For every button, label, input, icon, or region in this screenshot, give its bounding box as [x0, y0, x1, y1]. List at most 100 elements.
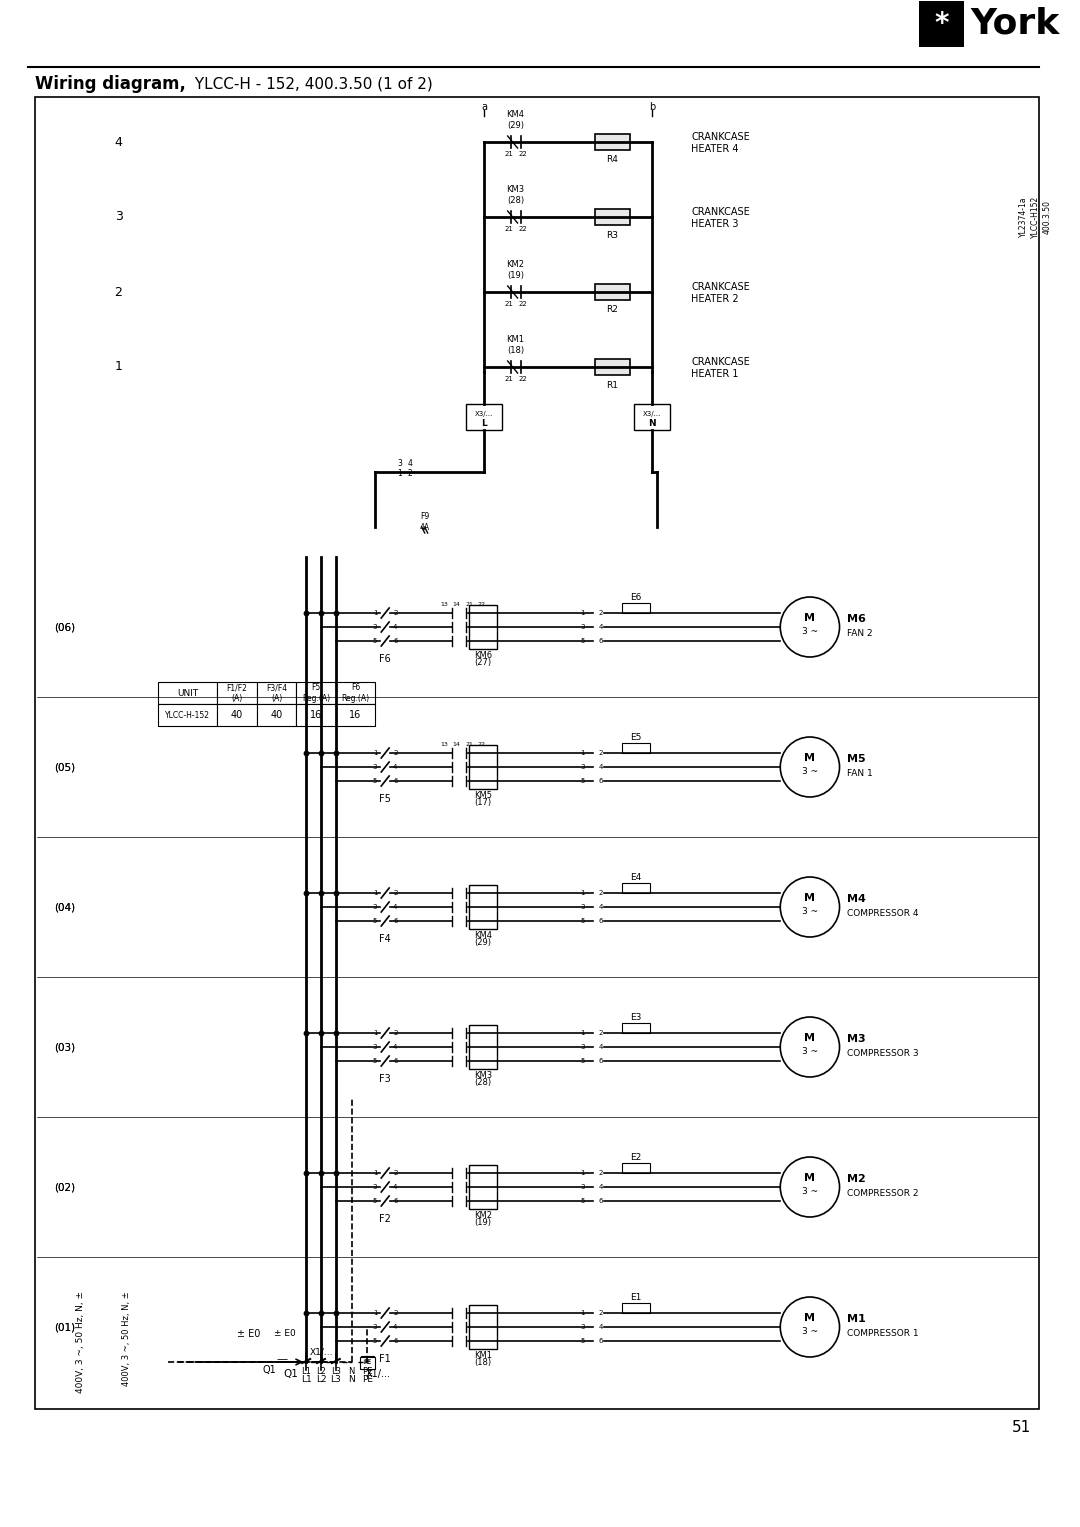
- Bar: [595, 134, 630, 150]
- Bar: [622, 883, 650, 893]
- Text: 4: 4: [393, 625, 397, 631]
- Text: F5: F5: [379, 794, 391, 805]
- Text: 2: 2: [598, 1031, 603, 1035]
- Text: M: M: [805, 893, 815, 902]
- Text: 4: 4: [393, 1044, 397, 1051]
- Text: 22: 22: [518, 151, 527, 157]
- Text: 6: 6: [393, 777, 397, 783]
- Bar: [257, 683, 296, 704]
- Text: 21: 21: [465, 742, 473, 748]
- Text: (05): (05): [54, 762, 75, 773]
- Text: 2: 2: [598, 1310, 603, 1316]
- Text: F2: F2: [379, 1214, 391, 1225]
- Text: 6: 6: [598, 1338, 603, 1344]
- Text: HEATER 3: HEATER 3: [691, 218, 739, 229]
- Text: 2: 2: [393, 750, 397, 756]
- Text: 5: 5: [373, 1199, 377, 1203]
- Text: 3: 3: [397, 460, 403, 469]
- Bar: [361, 1356, 375, 1368]
- Text: R2: R2: [607, 305, 619, 315]
- Text: L3: L3: [330, 1374, 341, 1383]
- Bar: [919, 2, 964, 47]
- Text: 6: 6: [598, 918, 603, 924]
- Text: 40: 40: [231, 710, 243, 721]
- Bar: [595, 359, 630, 376]
- Text: 2: 2: [407, 469, 413, 478]
- Text: 1: 1: [114, 360, 122, 374]
- Text: M: M: [805, 1313, 815, 1322]
- Text: M5: M5: [848, 754, 866, 764]
- Text: 4: 4: [598, 904, 603, 910]
- Text: R3: R3: [606, 231, 619, 240]
- Text: 1: 1: [580, 609, 584, 615]
- Text: 13: 13: [441, 742, 448, 748]
- Text: (19): (19): [474, 1219, 491, 1228]
- Bar: [622, 1303, 650, 1313]
- Text: 2: 2: [393, 1170, 397, 1176]
- Text: 6: 6: [393, 638, 397, 644]
- Text: 1: 1: [373, 1031, 377, 1035]
- Text: (27): (27): [474, 658, 491, 667]
- Text: 3: 3: [580, 1044, 584, 1051]
- Text: 1: 1: [373, 890, 377, 896]
- Text: CRANKCASE: CRANKCASE: [691, 357, 751, 366]
- Text: 5: 5: [373, 638, 377, 644]
- Text: 1: 1: [580, 1310, 584, 1316]
- Text: 22: 22: [518, 226, 527, 232]
- Text: 4: 4: [598, 1183, 603, 1190]
- Text: 4: 4: [407, 460, 413, 469]
- Text: 1: 1: [580, 750, 584, 756]
- Text: 1: 1: [373, 1310, 377, 1316]
- Circle shape: [780, 876, 839, 938]
- Text: 21: 21: [465, 603, 473, 608]
- Text: COMPRESSOR 2: COMPRESSOR 2: [848, 1190, 919, 1199]
- Text: 2: 2: [598, 609, 603, 615]
- Text: PE: PE: [362, 1368, 373, 1376]
- Text: 6: 6: [598, 777, 603, 783]
- Bar: [595, 284, 630, 299]
- Text: 5: 5: [373, 1338, 377, 1344]
- Text: PE: PE: [364, 1361, 372, 1365]
- Bar: [469, 886, 497, 928]
- Text: KM2: KM2: [474, 1211, 492, 1220]
- Text: 16: 16: [350, 710, 362, 721]
- Bar: [360, 1358, 376, 1370]
- Text: 3: 3: [580, 1324, 584, 1330]
- Bar: [257, 704, 296, 725]
- Bar: [336, 683, 376, 704]
- Text: 13: 13: [441, 603, 448, 608]
- Text: 5: 5: [373, 777, 377, 783]
- Text: M4: M4: [848, 893, 866, 904]
- Text: —: —: [276, 1354, 287, 1364]
- Text: KM3: KM3: [474, 1070, 492, 1080]
- Text: 3: 3: [373, 904, 377, 910]
- Text: 4: 4: [598, 1044, 603, 1051]
- Bar: [469, 1306, 497, 1348]
- Text: 3 ~: 3 ~: [801, 907, 818, 916]
- Text: E3: E3: [631, 1012, 642, 1022]
- Bar: [296, 683, 336, 704]
- Text: (02): (02): [54, 1182, 75, 1193]
- Text: 6: 6: [393, 1199, 397, 1203]
- Text: KM4: KM4: [474, 930, 492, 939]
- Text: 3: 3: [580, 625, 584, 631]
- Text: 3 ~: 3 ~: [801, 628, 818, 637]
- Text: 3: 3: [580, 904, 584, 910]
- Text: HEATER 1: HEATER 1: [691, 370, 739, 379]
- Text: 2: 2: [393, 890, 397, 896]
- Text: 3: 3: [373, 625, 377, 631]
- Text: N: N: [348, 1374, 355, 1383]
- Text: Q1: Q1: [262, 1365, 276, 1374]
- Text: KM4
(29): KM4 (29): [507, 110, 525, 130]
- Text: 4: 4: [598, 764, 603, 770]
- Text: E4: E4: [631, 872, 642, 881]
- Text: 400V, 3 ~, 50 Hz, N, ±: 400V, 3 ~, 50 Hz, N, ±: [77, 1290, 85, 1393]
- Text: R1: R1: [606, 380, 619, 389]
- Text: 4: 4: [598, 625, 603, 631]
- Text: 5: 5: [580, 1338, 584, 1344]
- Text: 1: 1: [373, 609, 377, 615]
- Bar: [469, 1165, 497, 1209]
- Text: 3: 3: [580, 1183, 584, 1190]
- Text: 4: 4: [598, 1324, 603, 1330]
- Text: CRANKCASE: CRANKCASE: [691, 131, 751, 142]
